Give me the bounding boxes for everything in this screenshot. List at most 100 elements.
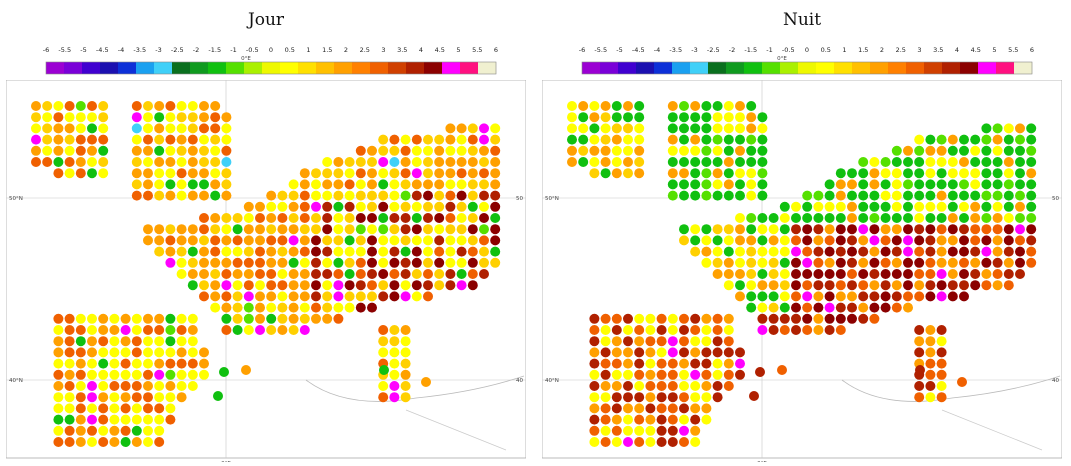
station-dot bbox=[634, 425, 645, 436]
panel-title: Nuit bbox=[782, 10, 822, 30]
station-dot bbox=[779, 269, 790, 279]
station-dot bbox=[165, 347, 176, 358]
station-dot bbox=[712, 347, 723, 358]
station-dot bbox=[87, 347, 97, 358]
station-dot bbox=[120, 381, 131, 391]
colorbar-tick-label: -1.5 bbox=[744, 46, 757, 54]
station-dot bbox=[109, 325, 120, 335]
station-dot bbox=[389, 157, 400, 167]
station-dot bbox=[869, 157, 880, 167]
station-dot bbox=[456, 134, 467, 145]
station-dot bbox=[255, 201, 265, 212]
station-dot bbox=[701, 369, 712, 380]
station-dot bbox=[578, 157, 589, 167]
station-dot bbox=[367, 257, 377, 268]
station-dot bbox=[936, 246, 947, 257]
station-dot bbox=[779, 325, 790, 335]
station-dot bbox=[299, 257, 310, 268]
station-dot bbox=[344, 179, 355, 190]
station-dot bbox=[578, 101, 589, 111]
station-dot bbox=[947, 257, 958, 268]
station-dot bbox=[667, 425, 678, 436]
station-dot bbox=[712, 123, 723, 134]
station-dot bbox=[679, 112, 689, 123]
station-dot bbox=[255, 313, 265, 324]
station-dot bbox=[959, 235, 969, 246]
station-dot bbox=[400, 257, 411, 268]
station-dot bbox=[221, 168, 232, 179]
station-dot bbox=[434, 224, 445, 235]
station-dot bbox=[490, 134, 501, 145]
station-dot bbox=[467, 213, 478, 223]
station-dot bbox=[355, 224, 366, 235]
station-dot bbox=[600, 313, 611, 324]
station-dot bbox=[723, 145, 734, 156]
station-dot bbox=[75, 403, 86, 414]
station-dot bbox=[959, 257, 969, 268]
station-dot bbox=[746, 235, 757, 246]
station-dot bbox=[858, 179, 869, 190]
station-dot bbox=[757, 134, 768, 145]
station-dot bbox=[479, 168, 489, 179]
station-dot bbox=[120, 414, 131, 425]
station-dot bbox=[53, 392, 64, 403]
station-dot bbox=[176, 168, 187, 179]
colorbar-tick-label: 4.5 bbox=[435, 46, 445, 54]
colorbar-tick-label: 3 bbox=[917, 46, 921, 54]
station-dot bbox=[623, 325, 633, 335]
colorbar-swatch bbox=[654, 62, 673, 74]
station-dot bbox=[75, 437, 86, 447]
station-dot bbox=[176, 358, 187, 369]
station-dot bbox=[712, 269, 723, 279]
station-dot bbox=[266, 235, 277, 246]
station-dot bbox=[199, 246, 209, 257]
station-dot bbox=[835, 257, 846, 268]
station-dot bbox=[210, 302, 221, 313]
station-dot bbox=[277, 302, 288, 313]
station-dot bbox=[75, 369, 86, 380]
station-dot bbox=[64, 381, 75, 391]
station-dot bbox=[723, 224, 734, 235]
colorbar-tick-label: 5.5 bbox=[1008, 46, 1018, 54]
station-dot bbox=[53, 437, 64, 447]
station-dot bbox=[98, 437, 109, 447]
station-dot bbox=[869, 190, 880, 201]
station-dot bbox=[288, 280, 299, 291]
station-dot bbox=[824, 257, 835, 268]
station-dot bbox=[813, 213, 824, 223]
station-dot bbox=[210, 235, 221, 246]
station-dot bbox=[210, 213, 221, 223]
station-dot bbox=[701, 123, 712, 134]
station-dot bbox=[701, 392, 712, 403]
station-dot bbox=[679, 145, 689, 156]
station-dot bbox=[434, 201, 445, 212]
station-dot bbox=[355, 280, 366, 291]
station-dot bbox=[600, 414, 611, 425]
station-dot bbox=[120, 325, 131, 335]
station-dot bbox=[679, 224, 689, 235]
station-dot bbox=[411, 145, 422, 156]
station-dot bbox=[723, 269, 734, 279]
station-dot bbox=[187, 145, 198, 156]
station-dot bbox=[623, 145, 633, 156]
station-dot bbox=[199, 369, 209, 380]
station-dot bbox=[858, 302, 869, 313]
station-dot bbox=[154, 313, 165, 324]
station-dot bbox=[589, 392, 600, 403]
colorbar-tick-label: 1.5 bbox=[858, 46, 868, 54]
colorbar-swatch bbox=[996, 62, 1015, 74]
station-dot bbox=[411, 179, 422, 190]
station-dot bbox=[891, 291, 902, 302]
station-dot bbox=[623, 425, 633, 436]
colorbar-tick-label: 4 bbox=[955, 46, 959, 54]
station-dot bbox=[131, 392, 142, 403]
station-dot bbox=[824, 313, 835, 324]
station-dot bbox=[490, 246, 501, 257]
station-dot bbox=[925, 280, 936, 291]
station-dot bbox=[992, 224, 1003, 235]
station-dot bbox=[243, 257, 254, 268]
station-dot bbox=[31, 134, 41, 145]
station-dot bbox=[1015, 213, 1025, 223]
station-dot bbox=[299, 213, 310, 223]
station-dot bbox=[957, 377, 967, 387]
